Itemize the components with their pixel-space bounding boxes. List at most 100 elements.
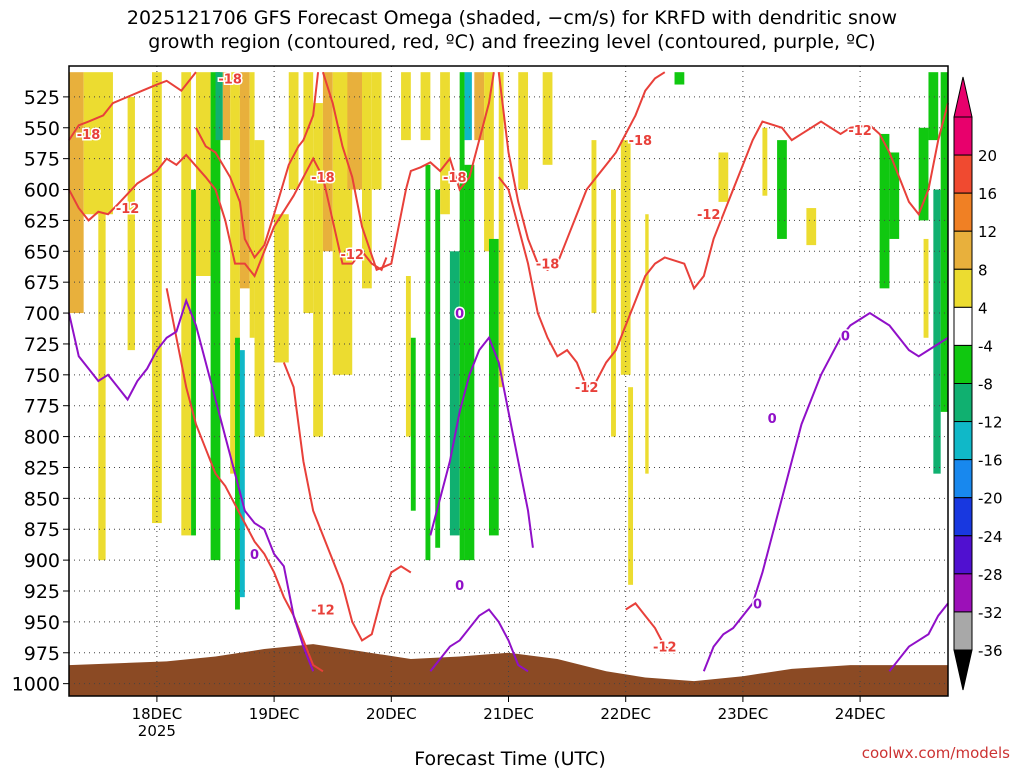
dgz-contour-line xyxy=(625,602,676,654)
omega-shading-region xyxy=(191,189,196,536)
freezing-level-contour-line xyxy=(429,335,534,548)
dgz-contour-line xyxy=(68,153,388,278)
colorbar-bin xyxy=(953,459,973,499)
chart-title: 2025121706 GFS Forecast Omega (shaded, −… xyxy=(0,6,1024,54)
omega-shading-region xyxy=(127,96,135,351)
omega-shading-region xyxy=(215,72,223,141)
y-tick-label: 900 xyxy=(24,550,60,572)
omega-shading-region xyxy=(303,72,314,314)
colorbar-bin xyxy=(953,383,973,423)
colorbar-bin xyxy=(953,192,973,232)
dgz-contour-label: -12 xyxy=(340,248,364,263)
y-tick-label: 625 xyxy=(24,210,60,232)
y-tick-label: 925 xyxy=(24,581,60,603)
colorbar-bin xyxy=(953,344,973,384)
omega-shading-region xyxy=(518,72,529,190)
colorbar-label: 20 xyxy=(978,147,997,165)
colorbar-bin xyxy=(953,116,973,156)
omega-shading-region xyxy=(464,164,475,561)
y-tick-label: 775 xyxy=(24,396,60,418)
freezing-level-contour-line xyxy=(888,602,949,672)
freezing-contour-label: 0 xyxy=(768,412,777,427)
omega-shading-region xyxy=(498,72,504,388)
omega-shading-region xyxy=(762,127,768,196)
colorbar-label: -36 xyxy=(978,642,1003,660)
omega-shading-region xyxy=(274,214,289,363)
omega-shading-region xyxy=(401,72,411,141)
dgz-contour-label: -12 xyxy=(697,208,721,223)
omega-shading-region xyxy=(410,337,416,511)
colorbar: 20 16 12 8 4 -4 -8 -12 -16 -20 -24 -28 -32 -36 xyxy=(953,76,1003,691)
x-tick-label: 19DEC xyxy=(249,705,300,723)
omega-shading-region xyxy=(777,140,787,239)
x-tick-label: 18DEC xyxy=(132,705,183,723)
omega-shading-region xyxy=(347,72,362,190)
omega-shading-region xyxy=(239,350,245,598)
colorbar-label: -8 xyxy=(978,376,993,394)
colorbar-label: -16 xyxy=(978,452,1003,470)
dgz-contour-label: -18 xyxy=(311,171,335,186)
dgz-contour-label: -12 xyxy=(116,202,140,217)
omega-shading-region xyxy=(933,189,941,474)
omega-shading-region xyxy=(474,72,485,141)
colorbar-label: -20 xyxy=(978,490,1003,508)
y-tick-label: 700 xyxy=(24,303,60,325)
x-axis-title: Forecast Time (UTC) xyxy=(414,748,605,768)
omega-shading-region xyxy=(674,72,685,85)
omega-shading-region xyxy=(435,189,441,548)
dgz-contour-label: -12 xyxy=(575,381,599,396)
y-tick-label: 850 xyxy=(24,488,60,510)
dgz-contour-label: -18 xyxy=(629,134,653,149)
freezing-contour-label: 0 xyxy=(455,307,464,322)
colorbar-label: -4 xyxy=(978,337,993,355)
freezing-level-contour-line xyxy=(68,297,315,672)
y-tick-label: 875 xyxy=(24,519,60,541)
watermark: coolwx.com/models xyxy=(861,744,1010,762)
freezing-level-contour-line xyxy=(702,311,949,672)
title-line-2: growth region (contoured, red, ºC) and f… xyxy=(148,31,876,53)
omega-shading-region xyxy=(542,72,553,165)
omega-shading-region xyxy=(322,72,333,252)
freezing-contour-label: 0 xyxy=(841,329,850,344)
omega-shading-region xyxy=(239,72,250,289)
plot-area: -18 -18 -18 -18 -18 -18 -12 -12 -12 -12 -12 -12 -12 0… xyxy=(68,66,949,696)
x-tick-label: 24DEC xyxy=(835,705,886,723)
dgz-contour-label: -18 xyxy=(77,128,101,143)
colorbar-bin xyxy=(953,421,973,461)
x-tick-label: 20DEC xyxy=(366,705,417,723)
colorbar-bin xyxy=(953,230,973,270)
omega-shading-region xyxy=(420,72,431,141)
x-tick-label: 23DEC xyxy=(718,705,769,723)
omega-shading-region xyxy=(405,276,411,437)
grid-lines xyxy=(69,66,948,696)
freezing-contour-label: 0 xyxy=(455,579,464,594)
omega-shading-region xyxy=(98,121,106,561)
omega-shading-region xyxy=(230,72,240,474)
title-line-1: 2025121706 GFS Forecast Omega (shaded, −… xyxy=(126,7,898,29)
dgz-contour-label: -18 xyxy=(536,258,560,273)
colorbar-label: -32 xyxy=(978,604,1003,622)
axes: 525 550 575 600 625 650 675 700 725 750 775 800 825 8… xyxy=(12,65,949,740)
colorbar-label: -24 xyxy=(978,528,1003,546)
y-tick-label: 575 xyxy=(24,149,60,171)
y-tick-label: 950 xyxy=(24,612,60,634)
y-tick-label: 750 xyxy=(24,365,60,387)
omega-shading-region xyxy=(484,72,494,252)
dgz-contour-line xyxy=(68,71,197,141)
colorbar-bin xyxy=(953,497,973,537)
omega-shading-region xyxy=(611,189,616,437)
dgz-contour-label: -12 xyxy=(311,604,335,619)
y-tick-label: 800 xyxy=(24,427,60,449)
omega-shading-region xyxy=(718,152,729,202)
dgz-contour-label: -18 xyxy=(443,171,467,186)
x-tick-label: 21DEC xyxy=(483,705,534,723)
colorbar-bin xyxy=(953,573,973,613)
colorbar-label: 8 xyxy=(978,261,988,279)
dgz-contour-line xyxy=(195,72,320,260)
omega-shading-region xyxy=(313,103,323,437)
omega-shading-region xyxy=(940,72,948,412)
omega-shading-region xyxy=(459,72,465,561)
dgz-contour-line xyxy=(321,71,495,272)
y-tick-label: 825 xyxy=(24,457,60,479)
